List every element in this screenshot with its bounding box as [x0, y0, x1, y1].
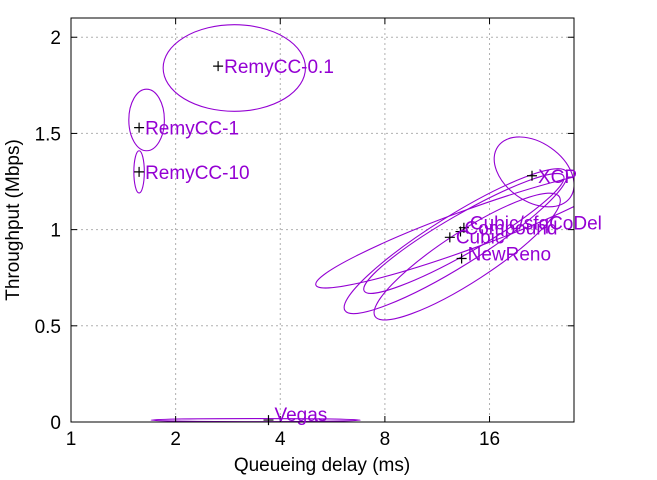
label-xcp: XCP: [538, 167, 577, 188]
label-compound: Compound: [464, 219, 557, 240]
label-newreno: NewReno: [468, 244, 551, 265]
label-remycc-0-1: RemyCC-0.1: [224, 57, 334, 78]
y-tick-label: 2: [50, 28, 61, 49]
x-axis-label: Queueing delay (ms): [234, 455, 410, 476]
x-tick-label: 1: [66, 429, 77, 450]
point-compound: [455, 226, 466, 237]
point-vegas: [263, 415, 274, 426]
point-remycc-0-1: [213, 61, 224, 72]
x-axis-ticks: 1 2 4 8 16: [66, 18, 500, 450]
plot-frame: [70, 17, 575, 423]
x-tick-label: 4: [275, 429, 286, 450]
point-xcp: [527, 170, 538, 181]
y-tick-label: 1: [50, 221, 61, 242]
point-newreno: [456, 253, 467, 264]
label-remycc-10: RemyCC-10: [145, 163, 250, 184]
ellipse-cubic: [343, 168, 569, 315]
label-vegas: Vegas: [274, 405, 327, 426]
point-markers: [134, 61, 538, 426]
point-remycc-1: [134, 122, 145, 133]
x-tick-label: 16: [479, 429, 500, 450]
ellipse-compound: [363, 173, 565, 294]
confidence-ellipses: [128, 24, 574, 422]
point-cubic: [444, 232, 455, 243]
grid: [71, 18, 574, 422]
x-tick-label: 2: [170, 429, 181, 450]
label-cubic-sfqcodel: Cubic/sfqCoDel: [470, 214, 602, 235]
ellipse-vegas: [150, 417, 361, 422]
point-remycc-10: [134, 166, 145, 177]
y-axis-label: Throughput (Mbps): [3, 139, 24, 301]
y-axis-ticks: 0 0.5 1 1.5 2: [35, 28, 574, 434]
ellipse-cubic-sfqcodel: [315, 170, 574, 289]
series-labels: RemyCC-0.1 RemyCC-1 RemyCC-10 XCP Cubic/sfqC…: [145, 57, 602, 426]
y-tick-label: 1.5: [35, 124, 61, 145]
ellipse-xcp: [493, 136, 574, 208]
y-tick-label: 0: [50, 413, 61, 434]
ellipse-remycc-0-1: [162, 24, 306, 112]
ellipse-remycc-10: [133, 150, 145, 194]
y-tick-label: 0.5: [35, 317, 61, 338]
x-tick-label: 8: [380, 429, 391, 450]
label-cubic: Cubic: [456, 227, 505, 248]
ellipse-remycc-1: [128, 88, 165, 152]
ellipse-newreno: [373, 192, 561, 321]
label-remycc-1: RemyCC-1: [145, 119, 239, 140]
